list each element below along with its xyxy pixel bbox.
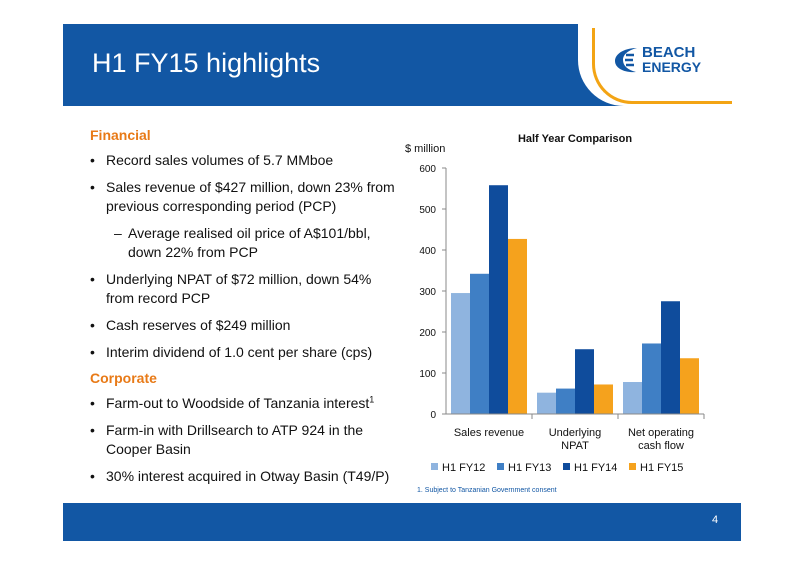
page-number: 4: [712, 514, 719, 526]
bar-h1-fy15: [594, 384, 613, 414]
bullet-text: Underlying NPAT of $72 million, down 54%…: [106, 271, 372, 306]
x-tick-label-line: cash flow: [638, 440, 684, 452]
bullet-marker: •: [90, 271, 95, 287]
bullet-item: • Cash reserves of $249 million: [90, 316, 400, 335]
bar-h1-fy12: [623, 382, 642, 414]
legend-swatch: [431, 463, 438, 470]
bar-h1-fy12: [537, 392, 556, 414]
x-tick-label: Sales revenue: [454, 427, 524, 439]
bullet-text: Record sales volumes of 5.7 MMboe: [106, 152, 334, 168]
bullet-marker: •: [90, 395, 95, 411]
bullet-text-with-footnote: Farm-out to Woodside of Tanzania interes…: [106, 394, 374, 413]
legend-swatch: [497, 463, 504, 470]
footnote-marker: 1: [369, 394, 375, 405]
beach-energy-logo: BEACH ENERGY: [612, 44, 722, 76]
highlights-text-panel: Financial • Record sales volumes of 5.7 M…: [90, 125, 400, 494]
bar-h1-fy14: [575, 349, 594, 414]
y-tick-label: 300: [419, 287, 436, 298]
logo-word-beach: BEACH: [642, 44, 696, 61]
x-tick-label-line: Sales revenue: [454, 427, 524, 439]
slide-title: H1 FY15 highlights: [92, 48, 321, 78]
y-tick-label: 500: [419, 205, 436, 216]
bullet-text: 30% interest acquired in Otway Basin (T4…: [106, 468, 390, 484]
bullet-item: • Sales revenue of $427 million, down 23%…: [90, 178, 400, 216]
bullet-text: Sales revenue of $427 million, down 23% …: [106, 179, 395, 214]
bar-h1-fy14: [489, 185, 508, 414]
footer-band: [63, 503, 741, 541]
bar-h1-fy12: [451, 293, 470, 414]
bullet-text: Farm-out to Woodside of Tanzania interes…: [106, 395, 370, 411]
bullet-item: • Record sales volumes of 5.7 MMboe: [90, 151, 400, 170]
x-tick-label-line: Underlying: [549, 427, 602, 439]
y-tick-label: 200: [419, 328, 436, 339]
bullet-text: Farm-in with Drillsearch to ATP 924 in t…: [106, 422, 364, 457]
logo-gold-arc: [592, 28, 732, 104]
x-tick-label-line: NPAT: [561, 440, 589, 452]
y-tick-label: 400: [419, 246, 436, 257]
financial-heading: Financial: [90, 127, 151, 143]
legend-label: H1 FY15: [640, 462, 683, 474]
bullet-item: • 30% interest acquired in Otway Basin (T…: [90, 467, 400, 486]
chart-svg: Half Year Comparison $ million 0 100 200 300 4…: [405, 133, 705, 474]
bullet-marker: •: [90, 317, 95, 333]
x-tick-label-line: Net operating: [628, 427, 694, 439]
legend-swatch: [629, 463, 636, 470]
legend-label: H1 FY12: [442, 462, 485, 474]
bullet-item: • Interim dividend of 1.0 cent per share …: [90, 343, 400, 362]
legend-label: H1 FY13: [508, 462, 551, 474]
y-tick-label: 100: [419, 369, 436, 380]
bullet-text: Average realised oil price of A$101/bbl,…: [128, 225, 371, 260]
bullet-item: • Farm-out to Woodside of Tanzania intere…: [90, 394, 400, 413]
sub-bullet-marker: –: [114, 225, 122, 241]
bullet-marker: •: [90, 344, 95, 360]
bullet-marker: •: [90, 468, 95, 484]
bar-h1-fy15: [508, 238, 527, 414]
y-tick-label: 600: [419, 164, 436, 175]
y-axis-label: $ million: [405, 143, 445, 155]
sub-bullet-item: – Average realised oil price of A$101/bbl…: [90, 224, 400, 262]
half-year-comparison-chart: Half Year Comparison $ million 0 100 200 300 4…: [395, 128, 715, 498]
legend-label: H1 FY14: [574, 462, 617, 474]
x-tick-label: Underlying NPAT: [549, 427, 602, 452]
bar-h1-fy15: [680, 358, 699, 414]
bullet-item: • Underlying NPAT of $72 million, down 54…: [90, 270, 400, 308]
bar-h1-fy13: [470, 273, 489, 414]
x-tick-label: Net operating cash flow: [628, 427, 694, 452]
bullet-text: Interim dividend of 1.0 cent per share (…: [106, 344, 373, 360]
bar-h1-fy14: [661, 301, 680, 414]
bullet-text: Cash reserves of $249 million: [106, 317, 291, 333]
corporate-heading: Corporate: [90, 370, 157, 386]
bullet-marker: •: [90, 422, 95, 438]
bullet-marker: •: [90, 179, 95, 195]
bar-h1-fy13: [642, 343, 661, 414]
chart-footnote: 1. Subject to Tanzanian Government conse…: [417, 487, 557, 494]
chart-title: Half Year Comparison: [518, 133, 632, 145]
logo-word-energy: ENERGY: [642, 59, 702, 75]
beach-logo-mark-icon: [615, 48, 637, 73]
bar-h1-fy13: [556, 388, 575, 414]
y-tick-label: 0: [430, 410, 436, 421]
legend-swatch: [563, 463, 570, 470]
bullet-item: • Farm-in with Drillsearch to ATP 924 in …: [90, 421, 400, 459]
bullet-marker: •: [90, 152, 95, 168]
